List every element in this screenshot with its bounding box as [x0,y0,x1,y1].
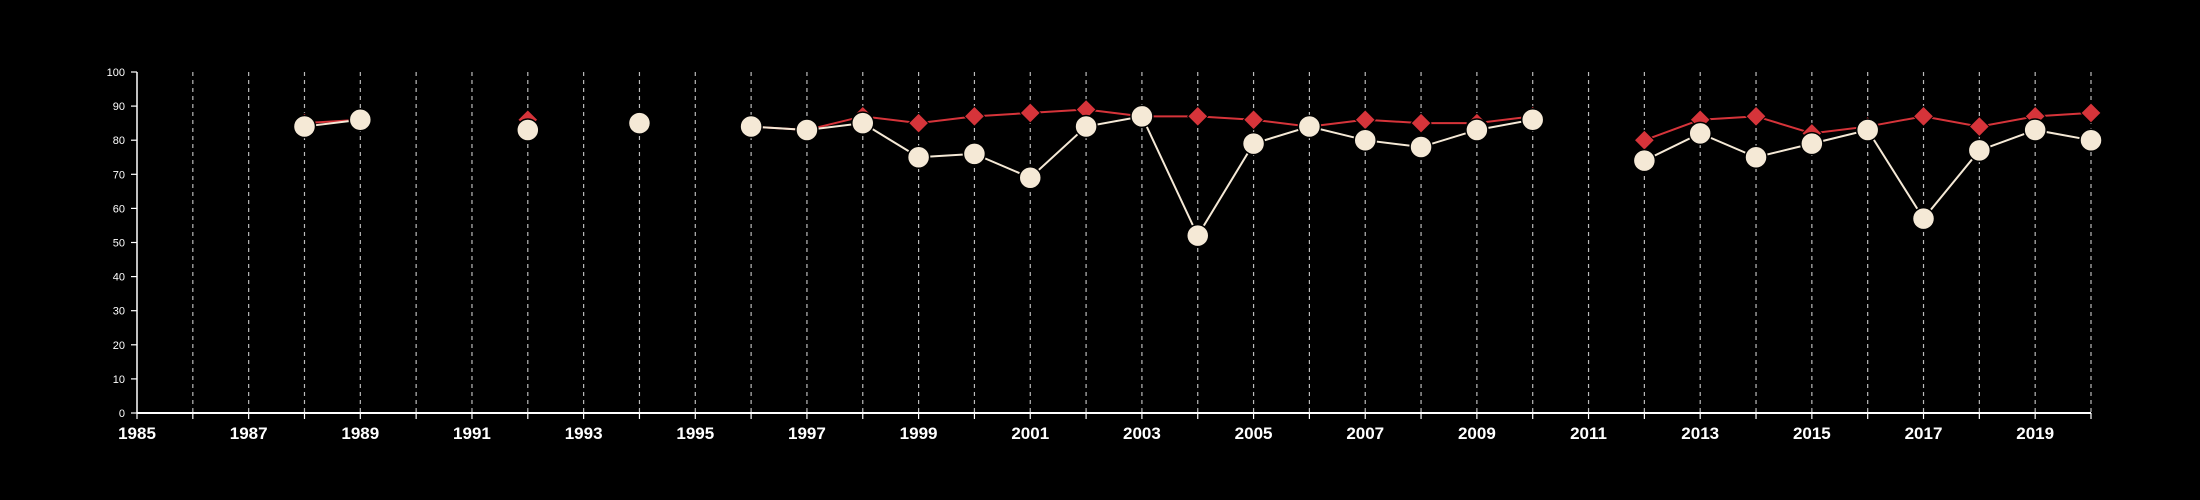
data-point [2080,102,2102,124]
data-point [1130,104,1154,129]
y-tick-label: 80 [113,135,125,147]
x-tick-label: 1987 [230,424,268,443]
data-point [1967,138,1992,163]
data-point [1911,206,1936,231]
y-tick-label: 100 [107,67,125,79]
data-point [739,114,763,139]
data-point [1855,118,1880,142]
data-point [1968,115,1991,138]
data-point [1465,118,1489,142]
y-tick-label: 90 [113,101,125,113]
data-point [1688,121,1712,146]
data-point [1632,148,1657,173]
y-tick-label: 60 [113,203,125,215]
y-tick-label: 20 [113,340,125,352]
y-tick-label: 30 [113,306,125,318]
x-tick-label: 1999 [900,424,938,443]
x-tick-label: 1997 [788,424,826,443]
x-tick-label: 2005 [1235,424,1273,443]
x-tick-label: 2009 [1458,424,1496,443]
data-point [348,107,373,132]
y-tick-label: 70 [113,169,125,181]
x-tick-label: 2003 [1123,424,1161,443]
data-point [1912,105,1935,128]
data-point [1409,135,1433,159]
data-point [1297,114,1322,139]
x-tick-label: 2011 [1570,424,1607,443]
y-axis-ticks: 0 10 20 30 40 50 60 70 80 90 100 [107,67,137,420]
data-point [1353,128,1377,152]
data-point [627,111,652,135]
y-tick-label: 50 [113,238,125,250]
x-tick-label: 2015 [1793,424,1831,443]
data-point [851,111,875,135]
y-tick-label: 40 [113,272,125,284]
x-tick-label: 1995 [676,424,714,443]
series-group [292,98,2103,248]
data-point [2079,128,2103,152]
x-tick-label: 1991 [453,424,491,443]
data-point [292,114,317,139]
series-circle [292,104,2103,248]
x-tick-label: 2017 [1905,424,1943,443]
x-axis-ticks: 1985 1987 1989 1991 1993 1995 1997 1999 2001 2003… [118,413,2092,443]
data-point [1074,114,1098,139]
data-point [1410,112,1432,134]
x-tick-label: 1989 [341,424,379,443]
x-tick-label: 2013 [1681,424,1719,443]
x-tick-label: 2001 [1011,424,1049,443]
x-tick-label: 2019 [2016,424,2054,443]
data-point [906,145,931,169]
data-point [963,105,986,128]
data-point [795,118,819,142]
data-point [1242,109,1265,131]
x-tick-label: 2007 [1346,424,1384,443]
data-point [1018,165,1043,190]
data-point [1744,145,1768,169]
data-point [1241,131,1266,156]
data-point [962,142,987,166]
x-tick-label: 1993 [565,424,603,443]
y-tick-label: 0 [119,408,125,420]
data-point [1185,223,1210,248]
data-point [2023,118,2047,142]
data-point [1745,105,1767,128]
y-tick-label: 10 [113,374,125,386]
data-point [1187,105,1209,128]
data-point [1019,102,1041,124]
data-point [907,112,930,134]
x-tick-label: 1985 [118,424,156,443]
data-point [1520,107,1545,132]
data-point [516,118,540,142]
data-point [1800,131,1824,156]
